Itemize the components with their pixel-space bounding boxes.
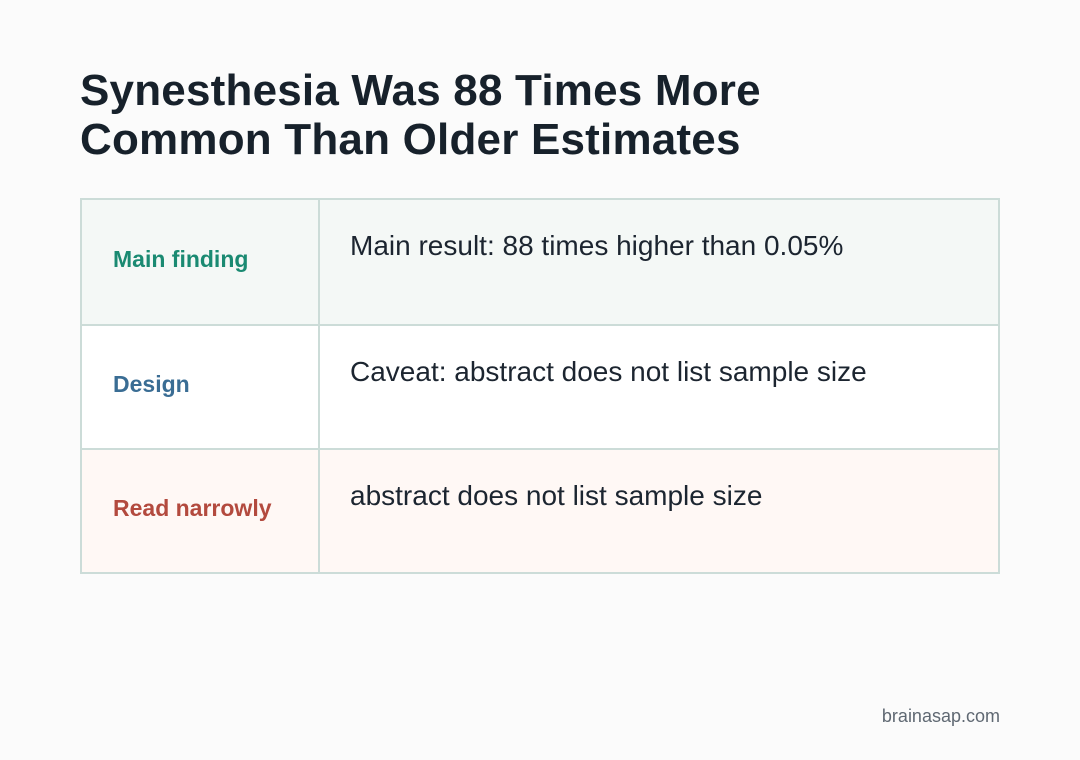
source-credit: brainasap.com — [881, 706, 1000, 726]
row-label-cell: Design — [82, 326, 320, 448]
row-value-cell: Main result: 88 times higher than 0.05% — [320, 200, 998, 324]
summary-table: Main finding Main result: 88 times highe… — [80, 198, 1000, 574]
table-row-main-finding: Main finding Main result: 88 times highe… — [82, 200, 998, 324]
row-label-read-narrowly: Read narrowly — [113, 494, 272, 521]
row-label-cell: Main finding — [82, 200, 320, 324]
row-value-cell: Caveat: abstract does not list sample si… — [320, 326, 998, 448]
row-value-design: Caveat: abstract does not list sample si… — [350, 356, 867, 387]
row-label-design: Design — [113, 370, 190, 397]
table-row-design: Design Caveat: abstract does not list sa… — [82, 324, 998, 448]
row-label-main-finding: Main finding — [113, 245, 249, 272]
page-title: Synesthesia Was 88 Times More Common Tha… — [80, 66, 980, 164]
title-line-2: Common Than Older Estimates — [80, 115, 741, 164]
row-value-read-narrowly: abstract does not list sample size — [350, 480, 763, 511]
row-value-main-finding: Main result: 88 times higher than 0.05% — [350, 230, 844, 261]
table-row-read-narrowly: Read narrowly abstract does not list sam… — [82, 448, 998, 572]
row-label-cell: Read narrowly — [82, 450, 320, 572]
row-value-cell: abstract does not list sample size — [320, 450, 998, 572]
title-line-1: Synesthesia Was 88 Times More — [80, 66, 761, 115]
